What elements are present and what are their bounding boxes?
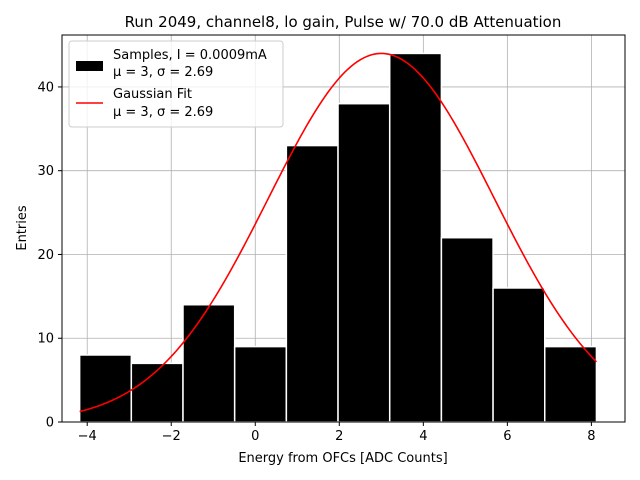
legend-box (68, 40, 284, 128)
legend: Samples, I = 0.0009mA μ = 3, σ = 2.69 Ga… (68, 40, 284, 128)
y-tick-label-3: 30 (37, 164, 54, 179)
x-tick-label-0: −4 (78, 429, 97, 444)
y-tick-label-0: 0 (46, 416, 54, 431)
x-tick-label-2: 0 (251, 429, 259, 444)
histogram-bar-2 (182, 303, 236, 423)
histogram-bar-8 (492, 287, 546, 423)
y-axis-label: Entries (15, 205, 30, 251)
x-tick-label-6: 8 (587, 429, 595, 444)
histogram-bar-9 (544, 345, 598, 423)
x-tick-label-5: 6 (503, 429, 511, 444)
legend-fit-label: Gaussian Fit (113, 87, 192, 102)
x-axis-label: Energy from OFCs [ADC Counts] (238, 451, 447, 466)
x-tick-label-3: 2 (335, 429, 343, 444)
y-tick-label-1: 10 (37, 332, 54, 347)
histogram-bar-6 (388, 52, 443, 423)
axis-ticks: −4 −2 0 2 4 6 8 0 10 20 30 40 (37, 80, 595, 444)
plot-frame (61, 34, 626, 423)
histogram-bar-7 (440, 236, 494, 423)
histogram-bar-4 (285, 144, 339, 423)
histogram-bar-1 (130, 362, 184, 423)
histogram-bar-5 (337, 102, 391, 423)
chart-title: Run 2049, channel8, lo gain, Pulse w/ 70… (125, 13, 562, 31)
x-tick-label-4: 4 (419, 429, 427, 444)
y-tick-label-2: 20 (37, 248, 54, 263)
legend-samples-label: Samples, I = 0.0009mA (113, 48, 267, 63)
histogram-bars (78, 52, 598, 423)
y-tick-label-4: 40 (37, 80, 54, 95)
histogram-bar-3 (233, 345, 288, 423)
legend-samples-stats: μ = 3, σ = 2.69 (113, 65, 213, 80)
gaussian-fit-curve (79, 52, 598, 413)
legend-fit-stats: μ = 3, σ = 2.69 (113, 105, 213, 120)
histogram-bar-0 (78, 354, 133, 423)
x-tick-label-1: −2 (162, 429, 181, 444)
legend-samples-patch (76, 61, 103, 71)
